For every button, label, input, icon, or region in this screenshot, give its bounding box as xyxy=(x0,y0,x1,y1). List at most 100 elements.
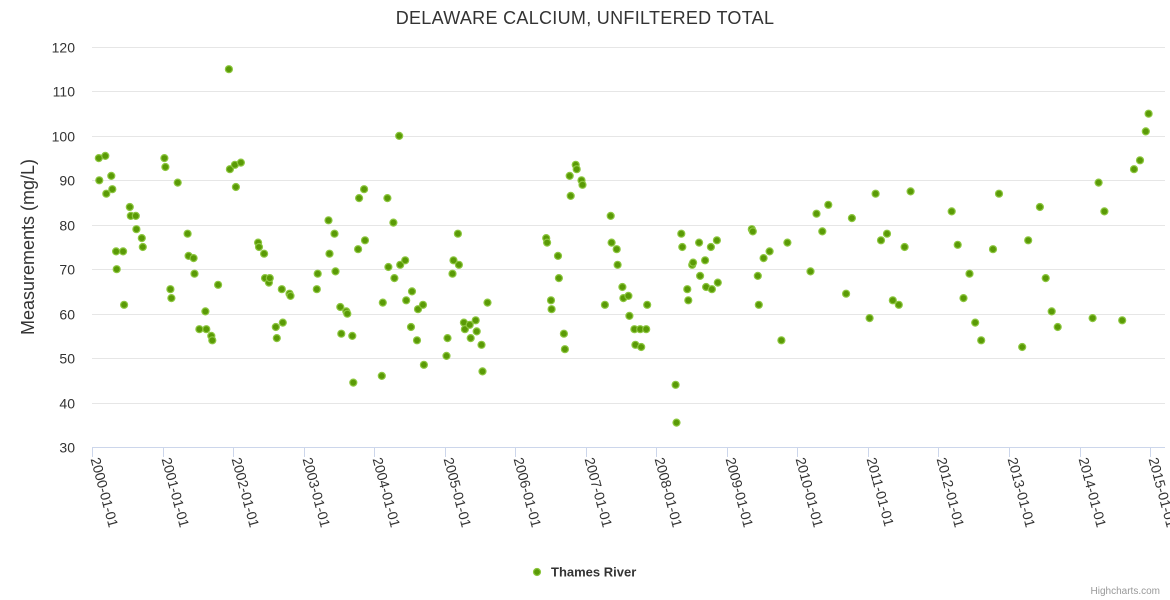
data-point[interactable] xyxy=(812,209,821,218)
data-point[interactable] xyxy=(672,418,681,427)
data-point[interactable] xyxy=(566,191,575,200)
data-point[interactable] xyxy=(161,162,170,172)
data-point[interactable] xyxy=(101,151,110,160)
data-point[interactable] xyxy=(453,229,462,238)
data-point[interactable] xyxy=(695,271,705,280)
data-point[interactable] xyxy=(111,247,121,256)
data-point[interactable] xyxy=(477,340,486,349)
data-point[interactable] xyxy=(553,251,563,260)
data-point[interactable] xyxy=(108,185,117,194)
data-point[interactable] xyxy=(1094,178,1103,187)
data-point[interactable] xyxy=(547,305,556,314)
data-point[interactable] xyxy=(1118,316,1127,325)
data-point[interactable] xyxy=(119,300,129,309)
legend-marker-icon[interactable] xyxy=(532,567,542,577)
data-point[interactable] xyxy=(360,185,369,194)
data-point[interactable] xyxy=(824,200,833,209)
data-point[interactable] xyxy=(1041,274,1050,283)
data-point[interactable] xyxy=(118,247,128,256)
data-point[interactable] xyxy=(349,378,358,387)
data-point[interactable] xyxy=(1018,342,1027,352)
data-point[interactable] xyxy=(173,178,182,187)
data-point[interactable] xyxy=(612,245,621,254)
data-point[interactable] xyxy=(478,367,487,376)
data-point[interactable] xyxy=(600,300,610,309)
data-point[interactable] xyxy=(201,307,210,316)
data-point[interactable] xyxy=(1144,109,1153,118)
data-point[interactable] xyxy=(471,316,480,325)
data-point[interactable] xyxy=(166,285,175,294)
data-point[interactable] xyxy=(277,285,286,294)
data-point[interactable] xyxy=(355,194,364,203)
data-point[interactable] xyxy=(947,207,956,216)
data-point[interactable] xyxy=(560,345,570,354)
data-point[interactable] xyxy=(876,236,886,245)
data-point[interactable] xyxy=(160,154,169,163)
data-point[interactable] xyxy=(748,227,757,236)
data-point[interactable] xyxy=(1088,314,1097,323)
data-point[interactable] xyxy=(383,194,392,203)
data-point[interactable] xyxy=(260,249,269,258)
data-point[interactable] xyxy=(377,371,386,380)
data-point[interactable] xyxy=(208,336,217,345)
data-point[interactable] xyxy=(312,285,321,294)
data-point[interactable] xyxy=(131,211,140,220)
data-point[interactable] xyxy=(401,256,410,265)
data-point[interactable] xyxy=(637,342,646,352)
data-point[interactable] xyxy=(396,260,405,269)
data-point[interactable] xyxy=(402,296,411,305)
data-point[interactable] xyxy=(336,302,345,312)
data-point[interactable] xyxy=(871,189,880,198)
data-point[interactable] xyxy=(606,211,615,220)
data-point[interactable] xyxy=(618,282,627,292)
data-point[interactable] xyxy=(700,256,710,265)
data-point[interactable] xyxy=(542,238,552,247)
data-point[interactable] xyxy=(988,245,998,254)
data-point[interactable] xyxy=(753,271,762,280)
data-point[interactable] xyxy=(378,298,387,307)
data-point[interactable] xyxy=(214,280,223,289)
data-point[interactable] xyxy=(906,187,915,196)
data-point[interactable] xyxy=(624,291,633,300)
data-point[interactable] xyxy=(236,158,245,167)
data-point[interactable] xyxy=(354,245,363,254)
data-point[interactable] xyxy=(271,322,280,332)
legend-item-thames-river[interactable]: Thames River xyxy=(551,565,636,580)
credits-link[interactable]: Highcharts.com xyxy=(1091,586,1160,597)
data-point[interactable] xyxy=(1035,202,1045,212)
data-point[interactable] xyxy=(448,269,457,278)
data-point[interactable] xyxy=(419,360,428,369)
data-point[interactable] xyxy=(572,165,581,174)
data-point[interactable] xyxy=(759,254,768,263)
data-point[interactable] xyxy=(625,311,634,320)
data-point[interactable] xyxy=(959,294,968,303)
series-thames-river[interactable] xyxy=(94,65,1153,427)
data-point[interactable] xyxy=(847,214,857,223)
data-point[interactable] xyxy=(466,334,475,343)
data-point[interactable] xyxy=(677,229,686,238)
data-point[interactable] xyxy=(472,327,481,336)
data-point[interactable] xyxy=(225,165,234,174)
data-point[interactable] xyxy=(324,216,333,225)
data-point[interactable] xyxy=(413,305,423,314)
data-point[interactable] xyxy=(265,274,274,283)
data-point[interactable] xyxy=(137,234,146,243)
data-point[interactable] xyxy=(1135,156,1145,165)
data-point[interactable] xyxy=(713,278,722,287)
data-point[interactable] xyxy=(395,131,404,140)
data-point[interactable] xyxy=(167,294,176,303)
data-point[interactable] xyxy=(765,247,774,256)
data-point[interactable] xyxy=(384,262,393,272)
data-point[interactable] xyxy=(806,267,815,276)
data-point[interactable] xyxy=(112,265,121,274)
data-point[interactable] xyxy=(965,269,974,278)
data-point[interactable] xyxy=(407,287,417,296)
data-point[interactable] xyxy=(343,309,352,318)
data-point[interactable] xyxy=(454,260,463,269)
data-point[interactable] xyxy=(712,236,722,245)
data-point[interactable] xyxy=(412,336,422,345)
legend[interactable]: Thames River xyxy=(532,565,637,580)
data-point[interactable] xyxy=(900,242,909,252)
data-point[interactable] xyxy=(994,189,1004,198)
data-point[interactable] xyxy=(195,325,204,334)
